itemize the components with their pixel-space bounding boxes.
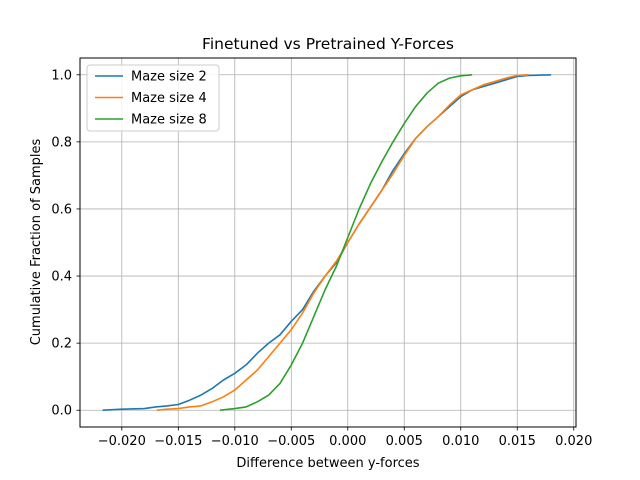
x-tick-label: −0.005 (267, 434, 315, 449)
y-tick-label: 0.8 (51, 135, 72, 150)
x-tick-label: 0.000 (329, 434, 366, 449)
x-axis-label: Difference between y-forces (236, 456, 419, 471)
x-tick-label: 0.010 (442, 434, 479, 449)
x-tick-label: 0.005 (386, 434, 423, 449)
grid-lines (80, 58, 576, 427)
y-tick-label: 0.4 (51, 270, 72, 285)
legend: Maze size 2 Maze size 4 Maze size 8 (86, 64, 220, 132)
x-tick-label: 0.020 (555, 434, 592, 449)
plot-frame (79, 57, 577, 428)
legend-label: Maze size 4 (131, 91, 207, 106)
y-axis-label: Cumulative Fraction of Samples (29, 139, 44, 346)
y-tick-label: 0.0 (51, 404, 72, 419)
x-tick-label: −0.020 (98, 434, 146, 449)
y-tick-label: 0.6 (51, 202, 72, 217)
y-tick-label: 1.0 (51, 68, 72, 83)
x-tick-label: −0.015 (154, 434, 202, 449)
x-tick-label: 0.015 (499, 434, 536, 449)
y-axis-ticks: 0.0 0.2 0.4 0.6 0.8 1.0 (51, 68, 80, 419)
x-axis-ticks: −0.020 −0.015 −0.010 −0.005 0.000 0.005 0.010 0… (98, 427, 592, 449)
x-tick-label: −0.010 (211, 434, 259, 449)
chart-title: Finetuned vs Pretrained Y-Forces (202, 35, 454, 53)
series-lines (102, 74, 552, 411)
legend-label: Maze size 8 (131, 113, 207, 128)
y-tick-label: 0.2 (51, 337, 72, 352)
series-line-3 (220, 74, 473, 411)
legend-label: Maze size 2 (131, 70, 207, 85)
legend-box (86, 64, 220, 132)
